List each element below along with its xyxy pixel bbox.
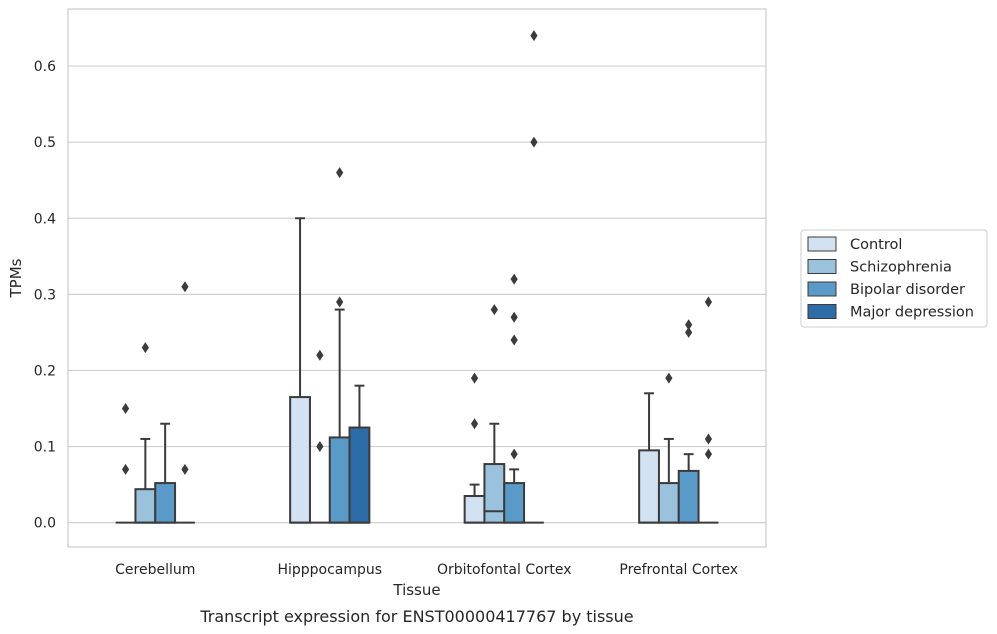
box-rect bbox=[289, 396, 311, 524]
box-element bbox=[154, 422, 177, 524]
x-axis-label: Tissue bbox=[392, 581, 440, 599]
box-element bbox=[348, 384, 371, 524]
legend-item: Major depression bbox=[807, 304, 974, 321]
plot-frame bbox=[67, 8, 767, 548]
boxes bbox=[115, 217, 719, 524]
x-tick-label: Hipppocampus bbox=[277, 562, 382, 578]
outlier-point bbox=[336, 296, 344, 308]
legend-label: Major depression bbox=[850, 305, 974, 321]
y-tick-label: 0.4 bbox=[34, 211, 56, 227]
chart-caption: Transcript expression for ENST0000041776… bbox=[199, 607, 633, 626]
plot-background bbox=[68, 9, 766, 547]
legend-swatch bbox=[807, 304, 837, 319]
box-rect bbox=[328, 436, 351, 524]
outlier-point bbox=[704, 433, 713, 445]
outlier-point bbox=[121, 403, 130, 415]
outlier-point bbox=[510, 448, 518, 460]
y-tick-label: 0.0 bbox=[34, 516, 56, 532]
legend-swatch bbox=[807, 236, 837, 252]
x-tick-label: Prefrontal Cortex bbox=[619, 562, 738, 578]
legend-label: Bipolar disorder bbox=[850, 282, 965, 298]
outlier-point bbox=[704, 448, 713, 460]
outlier-point bbox=[121, 463, 130, 475]
legend: Control Schizophrenia Bipolar disorder Majo… bbox=[800, 229, 988, 328]
box-rect bbox=[503, 482, 526, 524]
outlier-point bbox=[685, 319, 693, 331]
outlier-point bbox=[530, 136, 538, 148]
y-tick-labels: 0.0 0.1 0.2 0.3 0.4 0.5 0.6 bbox=[34, 59, 56, 532]
legend-label: Schizophrenia bbox=[850, 260, 952, 276]
x-tick-labels: Cerebellum Hipppocampus Orbitofontal Corte… bbox=[115, 562, 738, 578]
box-rect bbox=[483, 463, 506, 524]
box-rect bbox=[348, 426, 371, 524]
outlier-point bbox=[685, 326, 693, 338]
grid-lines bbox=[68, 65, 766, 524]
legend-swatch bbox=[807, 259, 837, 274]
outlier-point bbox=[510, 273, 518, 285]
y-tick-label: 0.1 bbox=[34, 440, 56, 456]
y-tick-label: 0.3 bbox=[34, 287, 56, 303]
box-rect bbox=[657, 482, 680, 524]
outlier-point bbox=[530, 30, 538, 42]
legend-frame bbox=[800, 229, 988, 328]
outlier-point bbox=[181, 281, 189, 293]
y-tick-label: 0.2 bbox=[34, 363, 56, 379]
outliers bbox=[121, 30, 713, 475]
y-axis-label: TPMs bbox=[7, 258, 25, 298]
legend-item: Bipolar disorder bbox=[807, 281, 965, 298]
outlier-point bbox=[181, 463, 189, 475]
box-rect bbox=[638, 449, 660, 524]
legend-label: Control bbox=[850, 237, 902, 253]
outlier-point bbox=[470, 372, 479, 384]
outlier-point bbox=[490, 304, 498, 316]
legend-item: Schizophrenia bbox=[807, 259, 952, 276]
outlier-point bbox=[470, 418, 479, 430]
outlier-point bbox=[510, 334, 518, 346]
outlier-point bbox=[316, 441, 324, 453]
x-tick-label: Orbitofontal Cortex bbox=[437, 562, 572, 578]
box-rect bbox=[134, 488, 157, 524]
legend-item: Control bbox=[807, 236, 902, 253]
outlier-point bbox=[704, 296, 713, 308]
y-tick-label: 0.6 bbox=[34, 59, 56, 75]
box-element bbox=[328, 308, 351, 524]
box-rect bbox=[154, 482, 177, 524]
box-element bbox=[289, 217, 311, 524]
outlier-point bbox=[665, 372, 673, 384]
box-element bbox=[503, 468, 526, 524]
box-rect bbox=[463, 495, 486, 524]
legend-items: Control Schizophrenia Bipolar disorder Majo… bbox=[807, 236, 974, 321]
x-tick-label: Cerebellum bbox=[115, 562, 195, 578]
box-rect bbox=[677, 469, 700, 524]
outlier-point bbox=[510, 311, 518, 323]
outlier-point bbox=[316, 349, 324, 361]
outlier-point bbox=[336, 167, 344, 179]
box-element bbox=[677, 453, 700, 524]
legend-swatch bbox=[807, 281, 837, 297]
outlier-point bbox=[141, 342, 149, 354]
y-tick-label: 0.5 bbox=[34, 135, 56, 151]
